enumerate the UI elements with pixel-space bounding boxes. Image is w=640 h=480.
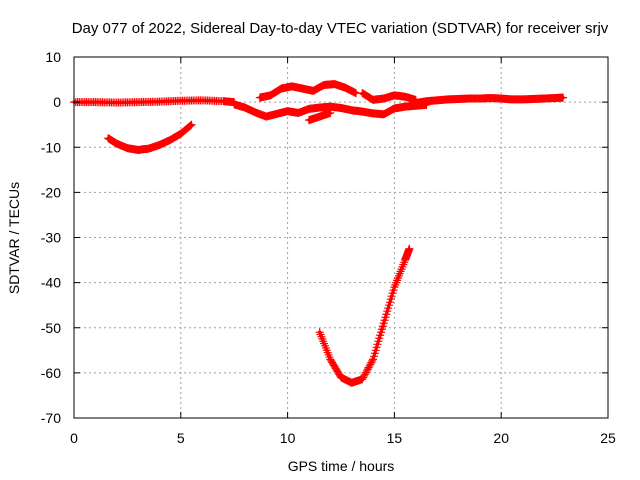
- y-tick-label: 10: [45, 49, 61, 65]
- chart-title: Day 077 of 2022, Sidereal Day-to-day VTE…: [72, 20, 609, 37]
- y-tick-label: -60: [41, 365, 61, 381]
- y-tick-label: -50: [41, 320, 61, 336]
- data-point: [559, 93, 568, 102]
- data-point: [326, 108, 335, 117]
- data-point: [362, 366, 371, 375]
- data-point: [363, 365, 372, 374]
- y-tick-label: -30: [41, 230, 61, 246]
- x-axis-label: GPS time / hours: [288, 458, 395, 474]
- x-tick-label: 5: [177, 430, 185, 446]
- data-point: [368, 356, 377, 365]
- series-track-h: [315, 244, 414, 387]
- data-point: [358, 375, 367, 384]
- series-track-c: [230, 100, 431, 121]
- data-point: [359, 373, 368, 382]
- y-axis-label: SDTVAR / TECUs: [6, 182, 22, 294]
- series-track-a: [70, 96, 239, 107]
- y-tick-label: -40: [41, 275, 61, 291]
- axis-tick-labels: 0 5 10 15 20 25 10 0 -10 -20 -30 -40 -50 -60 -70: [41, 49, 616, 446]
- data-point: [361, 370, 370, 379]
- data-point: [364, 363, 373, 372]
- series-track-g: [411, 93, 568, 108]
- data-point: [185, 122, 194, 131]
- data-point: [186, 121, 195, 130]
- data-point: [365, 361, 374, 370]
- x-tick-label: 25: [600, 430, 616, 446]
- series-track-e: [304, 108, 335, 125]
- y-tick-label: -70: [41, 410, 61, 426]
- data-point: [361, 368, 370, 377]
- x-tick-label: 0: [70, 430, 78, 446]
- y-tick-label: -20: [41, 184, 61, 200]
- series-track-f: [358, 89, 420, 104]
- data-point: [366, 360, 375, 369]
- data-point: [360, 371, 369, 380]
- x-tick-label: 15: [387, 430, 403, 446]
- data-point: [405, 244, 414, 253]
- data-series: [70, 80, 568, 387]
- data-point: [367, 358, 376, 367]
- data-point: [187, 120, 196, 129]
- series-track-d: [255, 80, 360, 102]
- y-tick-label: 0: [53, 94, 61, 110]
- x-tick-label: 10: [280, 430, 296, 446]
- y-tick-label: -10: [41, 139, 61, 155]
- axis-ticks: [73, 56, 609, 419]
- x-tick-label: 20: [493, 430, 509, 446]
- series-track-b: [104, 120, 196, 154]
